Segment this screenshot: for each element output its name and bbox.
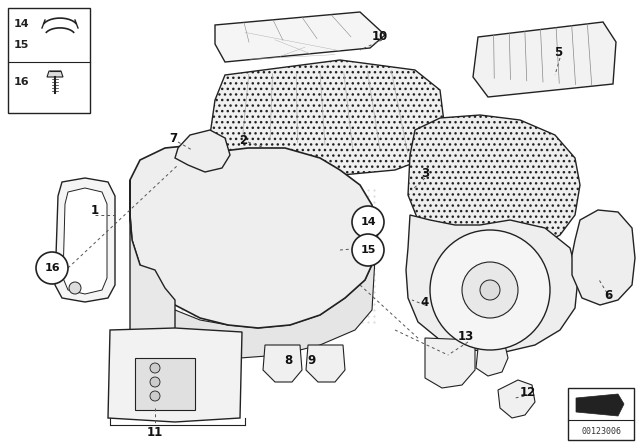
Polygon shape <box>476 345 508 376</box>
Text: 12: 12 <box>520 385 536 399</box>
Polygon shape <box>498 380 535 418</box>
Polygon shape <box>408 115 580 255</box>
Circle shape <box>352 234 384 266</box>
Text: 00123006: 00123006 <box>581 426 621 435</box>
Text: 3: 3 <box>421 167 429 180</box>
Circle shape <box>150 391 160 401</box>
Circle shape <box>462 262 518 318</box>
Text: 9: 9 <box>308 353 316 366</box>
Polygon shape <box>263 345 302 382</box>
Text: 7: 7 <box>169 132 177 145</box>
Text: 11: 11 <box>147 426 163 439</box>
Text: 5: 5 <box>554 46 562 59</box>
Text: 15: 15 <box>360 245 376 255</box>
Text: 6: 6 <box>604 289 612 302</box>
Text: 10: 10 <box>372 30 388 43</box>
Polygon shape <box>215 12 385 62</box>
Bar <box>8 8 90 113</box>
Polygon shape <box>572 210 635 305</box>
Polygon shape <box>55 178 115 302</box>
Text: 16: 16 <box>44 263 60 273</box>
Text: 8: 8 <box>284 353 292 366</box>
Text: 4: 4 <box>421 296 429 309</box>
Polygon shape <box>155 258 375 358</box>
Polygon shape <box>47 71 63 77</box>
Text: 2: 2 <box>239 134 247 146</box>
Polygon shape <box>425 338 475 388</box>
Polygon shape <box>576 394 624 416</box>
Text: 13: 13 <box>458 329 474 343</box>
Bar <box>568 388 634 440</box>
Text: 15: 15 <box>14 40 29 50</box>
Polygon shape <box>63 188 107 294</box>
Circle shape <box>36 252 68 284</box>
Polygon shape <box>130 180 175 345</box>
Text: 14: 14 <box>14 19 29 29</box>
Circle shape <box>150 377 160 387</box>
Circle shape <box>69 282 81 294</box>
Circle shape <box>352 206 384 238</box>
Circle shape <box>480 280 500 300</box>
Text: 14: 14 <box>360 217 376 227</box>
Polygon shape <box>108 328 242 422</box>
Polygon shape <box>406 215 578 352</box>
Polygon shape <box>130 145 378 328</box>
Polygon shape <box>306 345 345 382</box>
Polygon shape <box>473 22 616 97</box>
Polygon shape <box>210 60 445 178</box>
Circle shape <box>430 230 550 350</box>
Bar <box>135 358 195 410</box>
Polygon shape <box>175 130 230 172</box>
Text: 1: 1 <box>91 203 99 216</box>
Circle shape <box>150 363 160 373</box>
Text: 16: 16 <box>14 77 29 87</box>
